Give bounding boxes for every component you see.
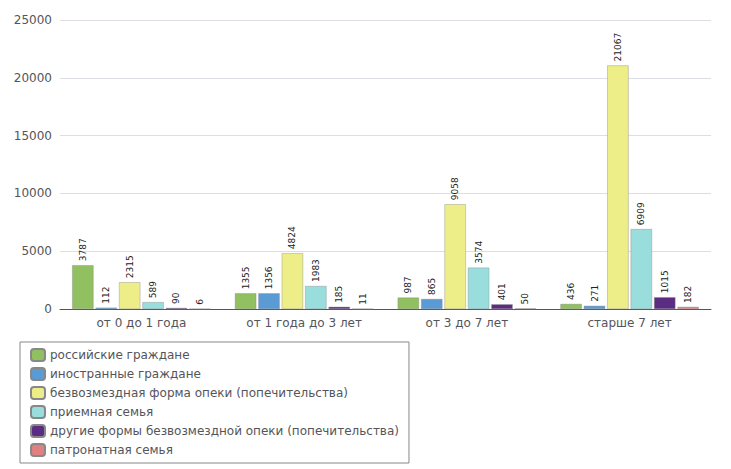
svg-text:185: 185 bbox=[334, 286, 344, 303]
svg-text:11: 11 bbox=[358, 293, 368, 304]
svg-text:1983: 1983 bbox=[311, 259, 321, 282]
svg-text:1356: 1356 bbox=[264, 266, 274, 289]
svg-text:патронатная семья: патронатная семья bbox=[50, 443, 173, 457]
svg-text:15000: 15000 bbox=[14, 129, 52, 143]
svg-text:20000: 20000 bbox=[14, 71, 52, 85]
svg-text:от 1 года до 3 лет: от 1 года до 3 лет bbox=[246, 316, 362, 330]
svg-text:112: 112 bbox=[101, 287, 111, 304]
svg-text:865: 865 bbox=[427, 278, 437, 295]
svg-text:90: 90 bbox=[171, 292, 181, 304]
svg-text:10000: 10000 bbox=[14, 186, 52, 200]
svg-text:987: 987 bbox=[403, 276, 413, 293]
svg-text:от 3 до 7 лет: от 3 до 7 лет bbox=[426, 316, 509, 330]
svg-text:безвозмездная форма опеки (поп: безвозмездная форма опеки (попечительств… bbox=[50, 386, 348, 400]
svg-text:21067: 21067 bbox=[613, 33, 623, 62]
svg-text:приемная семья: приемная семья bbox=[50, 405, 153, 419]
svg-text:401: 401 bbox=[497, 283, 507, 300]
svg-text:6909: 6909 bbox=[636, 202, 646, 225]
svg-text:1355: 1355 bbox=[241, 266, 251, 289]
svg-text:2315: 2315 bbox=[125, 255, 135, 278]
svg-text:1015: 1015 bbox=[660, 270, 670, 293]
svg-text:182: 182 bbox=[683, 286, 693, 303]
svg-text:иностранные граждане: иностранные граждане bbox=[50, 367, 201, 381]
svg-text:3787: 3787 bbox=[78, 238, 88, 261]
svg-text:9058: 9058 bbox=[450, 177, 460, 200]
svg-text:0: 0 bbox=[44, 302, 52, 316]
svg-text:российские граждане: российские граждане bbox=[50, 348, 190, 362]
svg-text:5000: 5000 bbox=[21, 244, 52, 258]
svg-text:436: 436 bbox=[566, 283, 576, 300]
svg-text:старше 7 лет: старше 7 лет bbox=[588, 316, 672, 330]
svg-text:4824: 4824 bbox=[287, 226, 297, 249]
svg-text:6: 6 bbox=[195, 299, 205, 305]
svg-text:271: 271 bbox=[590, 285, 600, 302]
svg-text:3574: 3574 bbox=[474, 241, 484, 264]
svg-text:от 0 до 1 года: от 0 до 1 года bbox=[96, 316, 186, 330]
svg-text:другие формы безвозмездной опе: другие формы безвозмездной опеки (попечи… bbox=[50, 424, 399, 438]
svg-text:25000: 25000 bbox=[14, 13, 52, 27]
svg-text:50: 50 bbox=[520, 293, 530, 305]
svg-text:589: 589 bbox=[148, 281, 158, 298]
